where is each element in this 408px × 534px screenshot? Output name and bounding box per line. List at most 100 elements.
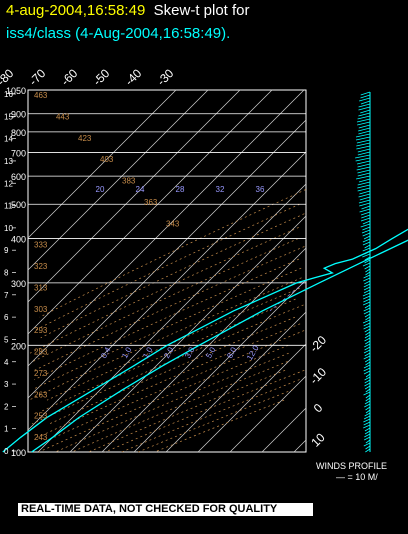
isotherm-line <box>262 408 306 452</box>
wind-barb <box>363 248 370 251</box>
wind-barb <box>357 170 370 173</box>
wind-barb <box>360 197 370 200</box>
wind-barb <box>363 233 370 236</box>
wind-barb <box>364 275 370 278</box>
wind-barb <box>356 134 370 137</box>
wind-barb <box>365 362 370 365</box>
wind-barb <box>365 377 370 380</box>
wind-barb <box>357 167 370 170</box>
wind-barb <box>364 350 370 353</box>
wind-barb <box>363 299 370 302</box>
wind-barb <box>365 347 370 350</box>
dry-adiabat-line <box>49 317 295 424</box>
mixing-ratio-low-label: 12.0 <box>245 343 261 361</box>
pressure-label: 800 <box>11 128 26 138</box>
height-km-label: 16 <box>4 90 13 99</box>
wind-barb <box>364 416 370 419</box>
wind-barb <box>358 149 370 152</box>
dry-adiabat-label: 303 <box>34 305 48 314</box>
wind-barb <box>360 110 370 113</box>
wind-barb <box>362 227 370 230</box>
wind-barb <box>358 116 370 119</box>
temperature-top-label: -50 <box>90 66 112 88</box>
wind-barb <box>358 152 370 155</box>
dry-adiabat-label: 403 <box>100 155 114 164</box>
dry-adiabat-label: 443 <box>56 112 70 121</box>
wind-barb <box>359 179 370 182</box>
dry-adiabats <box>29 190 306 453</box>
dry-adiabat-label: 313 <box>34 283 48 292</box>
winds-profile <box>355 92 370 452</box>
wind-barb <box>363 221 370 224</box>
isotherm-line <box>230 376 306 452</box>
wind-barb <box>363 425 370 428</box>
wind-barb <box>357 119 370 122</box>
wind-barb <box>360 209 370 212</box>
wind-barb <box>356 143 370 146</box>
wind-barb <box>359 200 370 203</box>
dry-adiabat-line <box>33 268 302 389</box>
wind-barb <box>363 419 370 422</box>
wind-barb <box>361 218 370 221</box>
pressure-label: 700 <box>11 148 26 158</box>
wind-barb <box>356 176 370 179</box>
dry-adiabat-line <box>47 288 300 400</box>
temperature-top-label: -80 <box>0 66 17 88</box>
dry-adiabat-label: 263 <box>34 390 48 399</box>
wind-barb <box>361 212 370 215</box>
dry-adiabat-label: 333 <box>34 241 48 250</box>
wind-barb <box>364 281 370 284</box>
wind-barb <box>363 302 370 305</box>
wind-barb <box>365 341 370 344</box>
height-km-label: 7 <box>4 291 9 300</box>
dry-adiabat-label: 323 <box>34 262 48 271</box>
dry-adiabat-label: 363 <box>144 198 158 207</box>
wind-barb <box>361 224 370 227</box>
wind-barb <box>365 317 370 320</box>
wind-barb <box>363 320 370 323</box>
wind-barb <box>361 215 370 218</box>
wind-barb <box>358 164 370 167</box>
wind-barb <box>364 368 370 371</box>
isotherm-line <box>166 312 306 452</box>
pressure-label: 300 <box>11 279 26 289</box>
dewpoint-profile <box>3 98 408 453</box>
isotherm-line <box>28 90 272 334</box>
wind-barb <box>357 140 370 143</box>
wind-barb <box>365 269 370 272</box>
wind-barb <box>364 308 370 311</box>
dry-adiabat-label: 423 <box>78 134 92 143</box>
wind-barb <box>364 365 370 368</box>
wind-barb <box>365 386 370 389</box>
pressure-label: 400 <box>11 235 26 245</box>
wind-barb <box>366 446 370 449</box>
height-km-label: 15 <box>4 112 13 121</box>
wind-barb <box>364 434 370 437</box>
wind-barb <box>364 326 370 329</box>
wind-barb <box>358 173 370 176</box>
pressure-label: 900 <box>11 110 26 120</box>
wind-barb <box>355 155 370 158</box>
sounding-series <box>3 98 408 453</box>
wind-barb <box>357 185 370 188</box>
pressure-label: 200 <box>11 341 26 351</box>
wind-barb <box>365 428 370 431</box>
mixing-ratio-label: 28 <box>176 185 185 194</box>
wind-barb <box>356 158 370 161</box>
wind-barb <box>363 263 370 266</box>
dry-adiabat-line <box>38 324 301 438</box>
height-km-label: 13 <box>4 157 13 166</box>
wind-barb <box>366 410 370 413</box>
dry-adiabat-line <box>41 214 305 338</box>
wind-barb <box>359 191 370 194</box>
dry-adiabat-line <box>34 259 299 380</box>
wind-barb <box>364 323 370 326</box>
winds-profile-scale: — = 10 M/ <box>336 472 378 482</box>
wind-barb <box>363 239 370 242</box>
wind-barb <box>359 104 370 107</box>
wind-barb <box>361 92 370 95</box>
wind-barb <box>364 371 370 374</box>
wind-barb <box>359 194 370 197</box>
mixing-ratio-label: 32 <box>216 185 225 194</box>
mixing-ratio-low-label: 1.0 <box>141 345 155 360</box>
